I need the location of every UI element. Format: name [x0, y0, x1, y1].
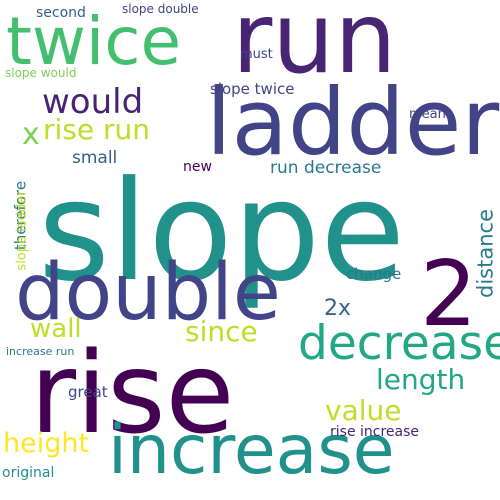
- word-distance: distance: [473, 209, 498, 298]
- word-since: since: [185, 315, 258, 348]
- word-run-decrease: run decrease: [270, 158, 382, 178]
- word-increase: increase: [108, 411, 395, 490]
- word-rise: rise: [30, 329, 235, 459]
- word-double: double: [15, 248, 281, 338]
- word-slope-double: slope double: [122, 2, 199, 16]
- word-twice: twice: [6, 3, 182, 80]
- word-x: x: [22, 117, 40, 152]
- word-rise-run: rise run: [43, 113, 151, 146]
- word-must: must: [240, 47, 273, 62]
- word-2: 2: [420, 242, 478, 347]
- word-second: second: [36, 5, 86, 21]
- word-length: length: [376, 363, 466, 396]
- word-change: change: [346, 265, 402, 283]
- word-decrease: decrease: [298, 316, 500, 371]
- word-slope-ladder: slope ladder: [14, 190, 30, 271]
- word-rise-increase: rise increase: [330, 424, 420, 440]
- word-height: height: [3, 428, 90, 459]
- word-ladder: ladder: [206, 69, 500, 176]
- word-slope-twice: slope twice: [210, 80, 295, 98]
- word-2x: 2x: [324, 296, 352, 321]
- word-run: run: [232, 0, 397, 96]
- word-small: small: [72, 148, 118, 168]
- word-would: would: [42, 82, 144, 122]
- word-mean: mean: [409, 107, 446, 122]
- word-slope-would: slope would: [5, 66, 77, 80]
- word-slope: slope: [38, 151, 406, 312]
- word-increase-run: increase run: [6, 345, 75, 358]
- word-wall: wall: [30, 314, 82, 344]
- word-great: great: [68, 383, 108, 401]
- word-new: new: [183, 159, 212, 175]
- word-value: value: [325, 394, 402, 427]
- word-original: original: [2, 465, 55, 481]
